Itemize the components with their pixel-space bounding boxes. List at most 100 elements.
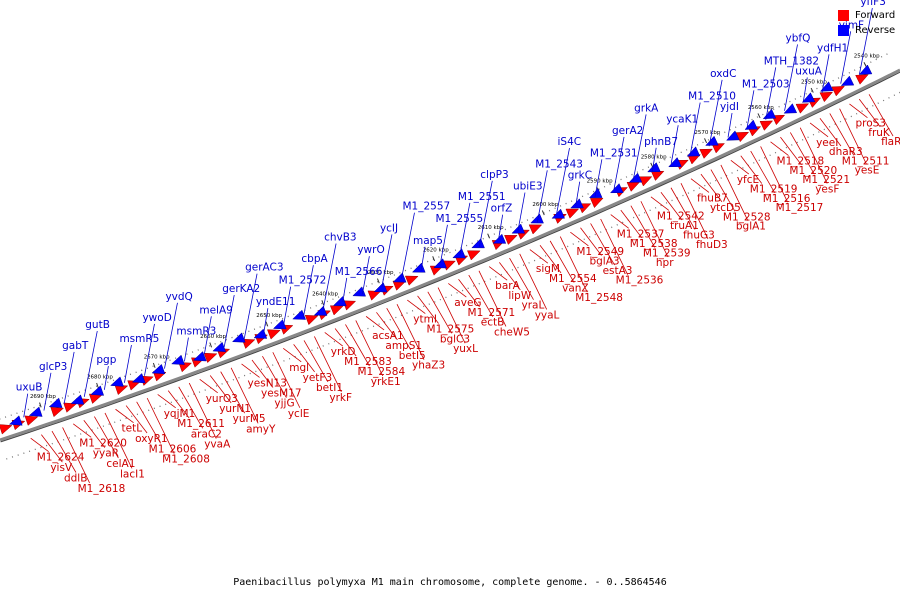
reverse-gene-leader: [670, 125, 679, 164]
forward-gene-label: yclE: [288, 408, 310, 420]
reverse-gene-label: M1_2543: [535, 158, 583, 170]
forward-gene-label: lipW: [508, 290, 531, 302]
reverse-gene-arrow: [801, 92, 816, 103]
forward-gene-leader: [209, 375, 232, 404]
reverse-gene-label: map5: [413, 235, 443, 247]
reverse-gene-label: uxuB: [16, 382, 43, 394]
reverse-gene-arrow: [726, 130, 740, 141]
forward-gene-label: yyaL: [535, 309, 560, 321]
reverse-gene-arrow: [705, 135, 719, 146]
reverse-gene-leader: [478, 180, 493, 247]
reverse-gene-leader: [103, 366, 109, 390]
reverse-gene-label: ywoD: [142, 312, 171, 324]
forward-gene-label: yeeI: [816, 137, 838, 149]
forward-gene-leader: [94, 416, 119, 459]
reverse-gene-label: melA9: [199, 304, 232, 316]
backbone: [0, 68, 900, 442]
forward-gene-label: M1_2620: [79, 437, 127, 449]
forward-gene-label: yrkE1: [371, 376, 401, 388]
reverse-gene-leader: [840, 31, 852, 84]
forward-gene-arrow: [88, 393, 103, 404]
forward-gene-leader: [670, 187, 696, 230]
forward-gene-leader: [125, 405, 148, 434]
forward-gene-label: mgl: [289, 362, 309, 374]
forward-gene-label: ytmI: [413, 314, 437, 326]
reverse-gene-arrow: [609, 183, 624, 194]
tick-mark: [321, 300, 325, 306]
reverse-gene-leader: [401, 212, 415, 279]
forward-gene-leader: [146, 397, 175, 454]
reverse-gene-arrow: [819, 81, 834, 92]
forward-gene-label: ytcD5: [710, 202, 741, 214]
tick-mark: [863, 62, 867, 67]
forward-gene-label: yrkF: [329, 392, 352, 404]
forward-gene-leader: [468, 274, 494, 317]
reverse-gene-leader: [594, 159, 603, 198]
forward-gene-leader: [549, 240, 575, 283]
forward-gene-label: yisV: [50, 462, 73, 474]
forward-gene-label: M1_2528: [723, 211, 771, 223]
reverse-gene-label: msmR3: [176, 326, 216, 338]
backbone-edge: [0, 71, 900, 443]
forward-gene-leader: [355, 320, 384, 377]
reverse-gene-leader: [283, 286, 292, 325]
forward-gene-leader: [83, 419, 106, 448]
forward-gene-leader: [580, 227, 602, 256]
forward-gene-arrow: [467, 250, 481, 261]
reverse-gene-label: gutB: [85, 319, 110, 331]
forward-gene-label: yesE: [855, 165, 880, 177]
forward-gene-label: M1_2519: [750, 183, 798, 195]
forward-gene-arrow: [795, 103, 810, 114]
forward-gene-arrow: [24, 415, 39, 426]
reverse-gene-label: MTH_1382: [764, 55, 819, 67]
forward-gene-leader: [334, 328, 357, 357]
forward-gene-arrow: [304, 315, 319, 326]
forward-gene-label: M1_2608: [162, 454, 210, 466]
reverse-gene-arrow: [840, 75, 855, 86]
forward-gene-leader: [324, 332, 343, 347]
forward-gene-leader: [345, 324, 370, 367]
forward-gene-label: yraL: [522, 300, 545, 312]
forward-gene-label: vanZ: [562, 283, 589, 295]
forward-gene-arrow: [504, 235, 518, 245]
tick-label: 2660 kbp: [200, 334, 226, 340]
forward-gene-leader: [407, 299, 426, 314]
forward-gene-arrow: [404, 275, 419, 286]
reverse-gene-label: gabT: [62, 340, 89, 352]
forward-gene-arrow: [329, 305, 344, 316]
forward-gene-label: M1_2584: [357, 366, 405, 378]
tick-label: 2690 kbp: [30, 394, 56, 400]
forward-gene-arrow: [0, 424, 13, 435]
forward-gene-label: yrkD: [331, 346, 356, 358]
forward-gene-label: bglC3: [440, 333, 470, 345]
reverse-gene-leader: [517, 192, 526, 231]
forward-gene-arrow: [819, 91, 834, 103]
reverse-gene-arrow: [192, 351, 207, 362]
tick-label: 2670 kbp: [144, 354, 170, 360]
forward-gene-label: M1_2511: [842, 155, 890, 167]
forward-gene-label: betI5: [399, 350, 426, 362]
forward-gene-leader: [104, 412, 133, 469]
forward-gene-label: barA: [495, 280, 520, 292]
forward-gene-label: yfcE: [737, 174, 759, 186]
reverse-gene-label: M1_2503: [742, 78, 790, 90]
forward-gene-label: yuxL: [453, 343, 478, 355]
reverse-gene-arrow: [131, 373, 146, 384]
forward-gene-label: acsA1: [372, 330, 404, 342]
forward-gene-leader: [157, 394, 176, 409]
reverse-gene-arrow: [392, 272, 407, 283]
forward-gene-leader: [241, 363, 260, 378]
legend-forward: Forward: [838, 8, 895, 23]
reverse-gene-arrow: [212, 341, 227, 352]
tick-label: 2540 kbp: [854, 54, 880, 60]
reverse-gene-label: M1_2557: [402, 201, 450, 213]
forward-gene-leader: [51, 430, 77, 473]
reverse-gene-label: yjdI: [720, 101, 739, 113]
tick-mark: [96, 382, 99, 388]
reverse-gene-arrow: [686, 146, 701, 157]
forward-gene-leader: [251, 359, 274, 388]
forward-gene-label: bglA1: [736, 221, 766, 233]
reverse-gene-leader: [263, 308, 269, 333]
forward-gene-leader: [488, 266, 508, 281]
